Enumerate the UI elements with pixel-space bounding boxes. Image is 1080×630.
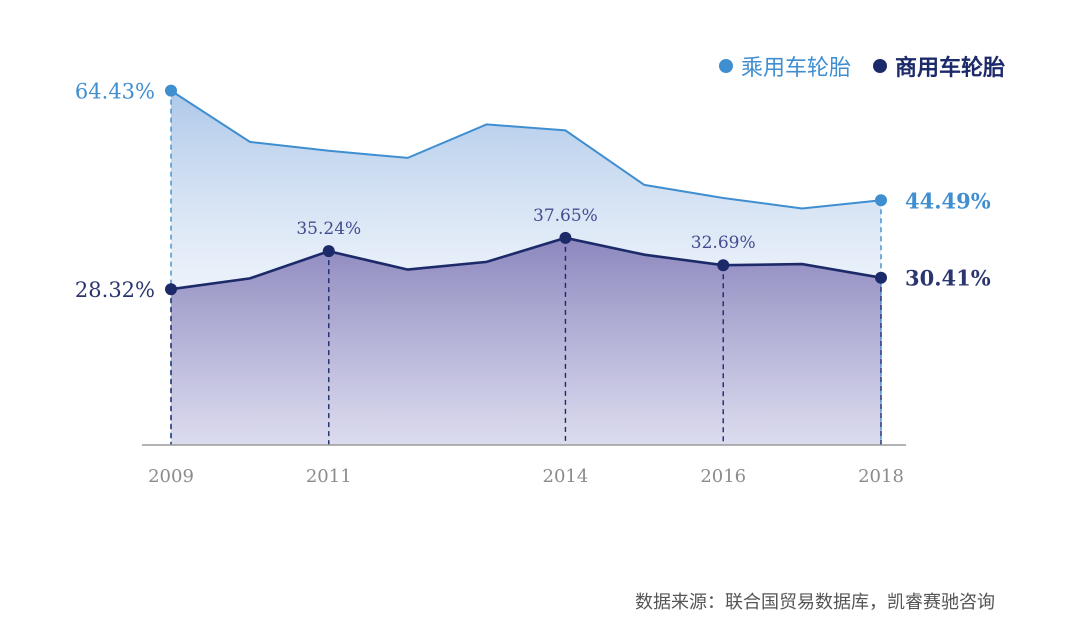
data-label-passenger-2018: 44.49%: [905, 188, 991, 213]
series-line-commercial: [170, 236, 882, 291]
x-tick-label-2014: 2014: [543, 466, 589, 487]
legend-label-passenger: 乘用车轮胎: [740, 56, 851, 81]
legend-item-passenger: 乘用车轮胎: [718, 50, 851, 82]
data-point-commercial-2016: [717, 259, 730, 272]
legend: 乘用车轮胎 商用车轮胎: [718, 50, 1005, 82]
x-tick-label-2009: 2009: [148, 466, 194, 487]
data-label-commercial-2016: 32.69%: [691, 233, 756, 253]
data-label-passenger-2009: 64.43%: [75, 80, 155, 104]
data-point-commercial-2011: [322, 245, 335, 258]
legend-item-commercial: 商用车轮胎: [872, 50, 1005, 82]
source-note: 数据来源：联合国贸易数据库，凯睿赛驰咨询: [635, 592, 995, 613]
area-fill-commercial: [171, 237, 881, 445]
legend-label-commercial: 商用车轮胎: [894, 55, 1005, 81]
data-point-commercial-2014: [559, 231, 572, 244]
x-tick-label-2016: 2016: [700, 466, 746, 487]
data-label-commercial-2014: 37.65%: [533, 206, 598, 226]
data-label-commercial-2018: 30.41%: [905, 266, 991, 291]
data-point-passenger-2009: [165, 84, 177, 97]
data-point-commercial-2009: [165, 283, 177, 296]
legend-dot-passenger: [718, 59, 733, 73]
series-line-passenger: [170, 89, 882, 210]
data-label-commercial-2009: 28.32%: [75, 278, 155, 302]
data-label-commercial-2011: 35.24%: [296, 219, 361, 239]
data-point-passenger-2018: [875, 194, 887, 207]
legend-dot-commercial: [872, 59, 887, 73]
data-point-commercial-2018: [875, 271, 887, 284]
x-tick-label-2011: 2011: [306, 466, 352, 487]
x-tick-label-2018: 2018: [858, 466, 904, 487]
